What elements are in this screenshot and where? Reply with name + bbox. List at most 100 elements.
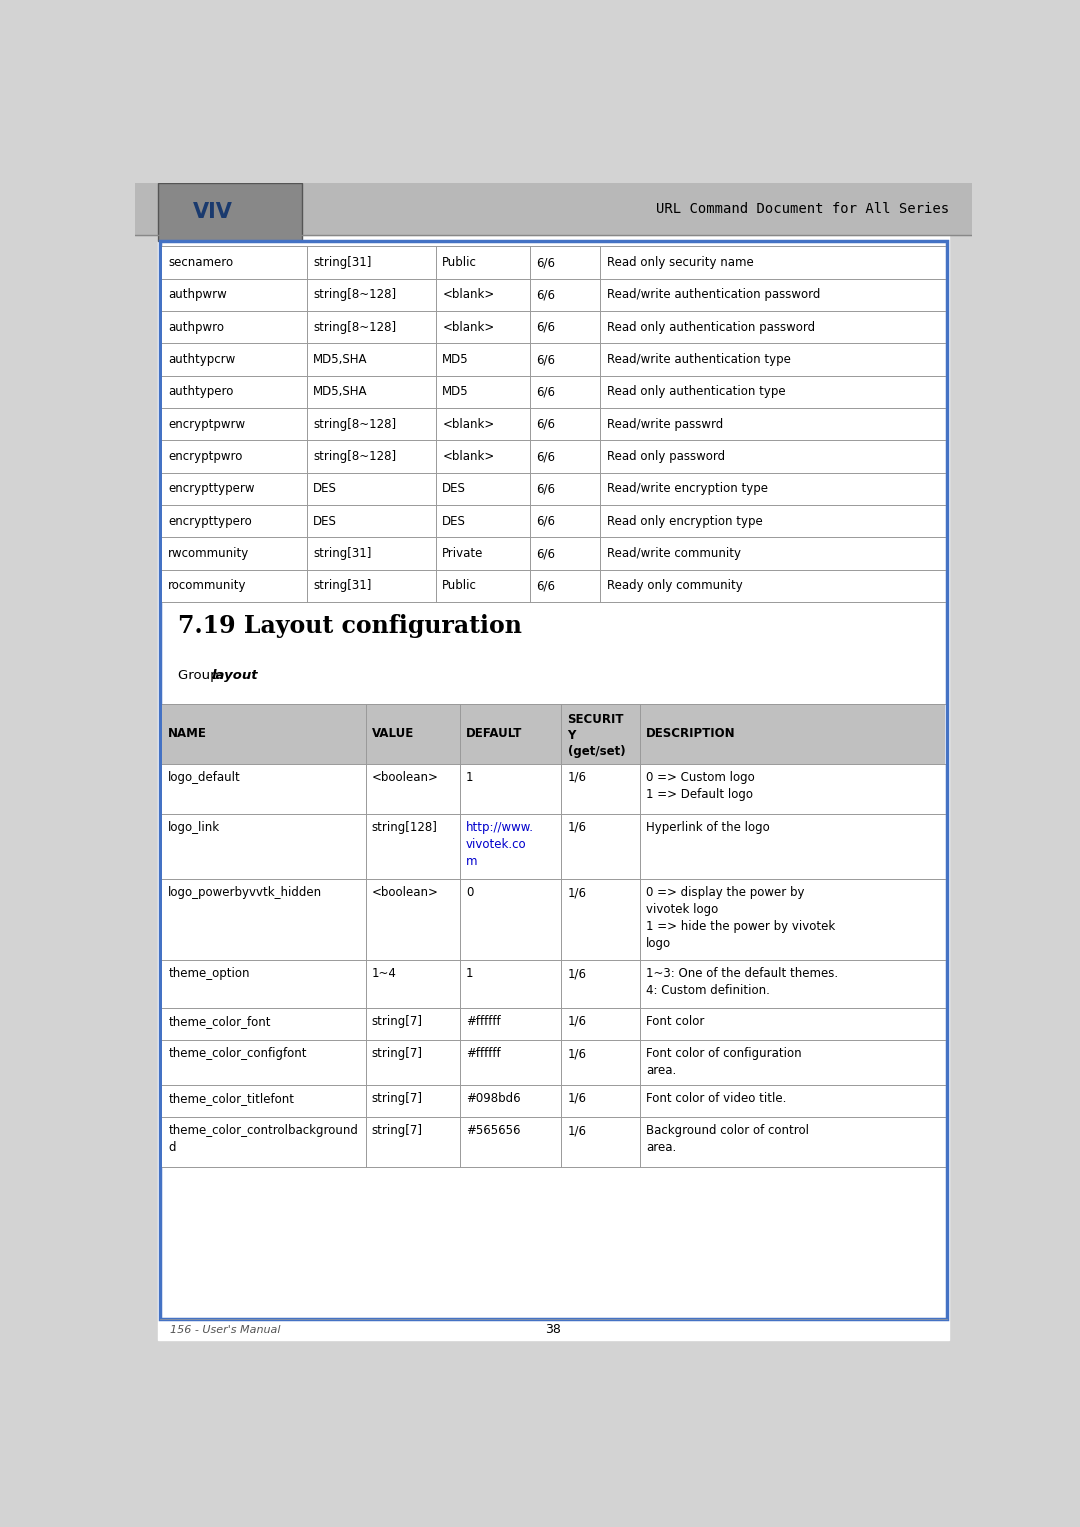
Text: http://www.: http://www. [465,822,534,834]
Text: Public: Public [443,579,477,592]
Text: <blank>: <blank> [443,450,495,463]
Text: 6/6: 6/6 [536,385,555,399]
FancyBboxPatch shape [162,570,945,602]
FancyBboxPatch shape [162,538,945,570]
Text: DEFAULT: DEFAULT [465,727,522,741]
Text: string[31]: string[31] [313,579,372,592]
Text: secnamero: secnamero [168,257,233,269]
Text: Y: Y [567,730,576,742]
Text: <blank>: <blank> [443,289,495,301]
FancyBboxPatch shape [162,1084,945,1118]
Text: 6/6: 6/6 [536,418,555,431]
Text: string[8~128]: string[8~128] [313,289,396,301]
FancyBboxPatch shape [135,183,972,235]
Text: 1~3: One of the default themes.: 1~3: One of the default themes. [646,967,838,980]
Text: MD5,SHA: MD5,SHA [313,353,367,366]
FancyBboxPatch shape [162,814,945,880]
Text: VALUE: VALUE [372,727,414,741]
Text: #565656: #565656 [465,1124,521,1138]
FancyBboxPatch shape [162,880,945,960]
Text: logo_link: logo_link [168,822,220,834]
Text: authtypero: authtypero [168,385,233,399]
Text: Group:: Group: [177,669,227,683]
Text: 6/6: 6/6 [536,483,555,495]
Text: logo: logo [646,938,671,950]
Text: string[128]: string[128] [372,822,437,834]
FancyBboxPatch shape [162,1040,945,1084]
Text: VIV: VIV [192,203,232,223]
Text: 4: Custom definition.: 4: Custom definition. [646,983,770,997]
Text: SECURIT: SECURIT [567,713,624,725]
Text: 1 => hide the power by vivotek: 1 => hide the power by vivotek [646,921,835,933]
Text: 1: 1 [465,771,473,783]
Text: rocommunity: rocommunity [168,579,247,592]
Text: MD5: MD5 [443,353,469,366]
Text: 1 => Default logo: 1 => Default logo [646,788,753,800]
Text: Read/write authentication password: Read/write authentication password [607,289,820,301]
Text: 6/6: 6/6 [536,321,555,334]
Text: <blank>: <blank> [443,418,495,431]
Text: MD5,SHA: MD5,SHA [313,385,367,399]
Text: 6/6: 6/6 [536,515,555,528]
Text: 6/6: 6/6 [536,579,555,592]
Text: URL Command Document for All Series: URL Command Document for All Series [656,203,948,217]
FancyBboxPatch shape [162,473,945,505]
Text: Read/write authentication type: Read/write authentication type [607,353,791,366]
Text: vivotek logo: vivotek logo [646,902,718,916]
Text: authtypcrw: authtypcrw [168,353,235,366]
FancyBboxPatch shape [162,960,945,1008]
Text: theme_color_configfont: theme_color_configfont [168,1048,307,1060]
Text: 6/6: 6/6 [536,450,555,463]
Text: Font color: Font color [646,1015,704,1028]
Text: theme_color_titlefont: theme_color_titlefont [168,1092,295,1106]
Text: DES: DES [313,483,337,495]
Text: 6/6: 6/6 [536,257,555,269]
Text: Ready only community: Ready only community [607,579,742,592]
Text: 1/6: 1/6 [567,967,586,980]
Text: Read only authentication type: Read only authentication type [607,385,785,399]
Text: #ffffff: #ffffff [465,1048,500,1060]
Text: theme_color_controlbackground: theme_color_controlbackground [168,1124,359,1138]
Text: 38: 38 [545,1324,562,1336]
Text: Read only password: Read only password [607,450,725,463]
FancyBboxPatch shape [162,344,945,376]
FancyBboxPatch shape [162,704,945,764]
Text: <boolean>: <boolean> [372,771,438,783]
Text: 7.19 Layout configuration: 7.19 Layout configuration [177,614,522,638]
Text: Read only authentication password: Read only authentication password [607,321,814,334]
Text: Font color of video title.: Font color of video title. [646,1092,786,1106]
Text: m: m [465,855,477,867]
Text: MD5: MD5 [443,385,469,399]
Text: string[7]: string[7] [372,1048,423,1060]
Text: 1/6: 1/6 [567,822,586,834]
Text: authpwro: authpwro [168,321,225,334]
Text: 1/6: 1/6 [567,1092,586,1106]
Text: layout: layout [212,669,258,683]
Text: NAME: NAME [168,727,207,741]
Text: encrypttyperw: encrypttyperw [168,483,255,495]
Text: Public: Public [443,257,477,269]
Text: 6/6: 6/6 [536,547,555,560]
Text: (get/set): (get/set) [567,745,625,759]
Text: 0 => display the power by: 0 => display the power by [646,886,805,899]
Text: Read/write passwrd: Read/write passwrd [607,418,723,431]
Text: 6/6: 6/6 [536,353,555,366]
Text: DES: DES [313,515,337,528]
FancyBboxPatch shape [159,183,301,241]
FancyBboxPatch shape [162,1118,945,1167]
Text: Font color of configuration: Font color of configuration [646,1048,801,1060]
Text: rwcommunity: rwcommunity [168,547,249,560]
FancyBboxPatch shape [162,440,945,473]
Text: string[7]: string[7] [372,1124,423,1138]
FancyBboxPatch shape [162,764,945,814]
Text: 0: 0 [465,886,473,899]
Text: 1~4: 1~4 [372,967,396,980]
Text: 1: 1 [465,967,473,980]
Text: area.: area. [646,1064,676,1077]
Text: string[8~128]: string[8~128] [313,450,396,463]
FancyBboxPatch shape [162,312,945,344]
Text: 1/6: 1/6 [567,1124,586,1138]
Text: string[31]: string[31] [313,547,372,560]
Text: #ffffff: #ffffff [465,1015,500,1028]
Text: string[31]: string[31] [313,257,372,269]
